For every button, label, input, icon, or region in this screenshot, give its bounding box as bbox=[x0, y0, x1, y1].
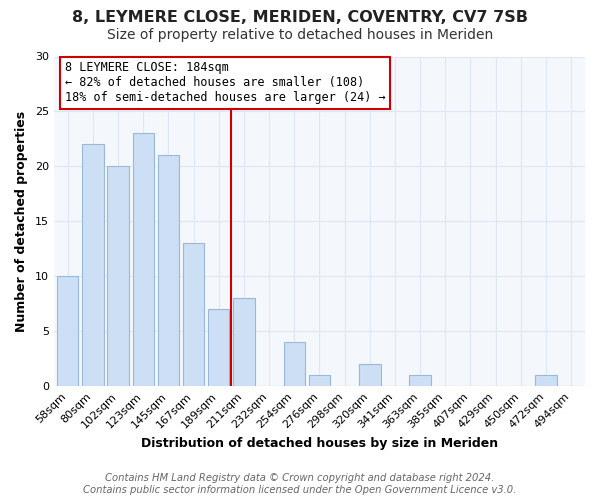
Bar bbox=[535, 375, 557, 386]
Bar bbox=[158, 156, 179, 386]
Bar bbox=[208, 310, 229, 386]
Bar bbox=[183, 244, 205, 386]
X-axis label: Distribution of detached houses by size in Meriden: Distribution of detached houses by size … bbox=[141, 437, 498, 450]
Bar bbox=[233, 298, 254, 386]
Bar bbox=[284, 342, 305, 386]
Bar bbox=[107, 166, 129, 386]
Text: 8, LEYMERE CLOSE, MERIDEN, COVENTRY, CV7 7SB: 8, LEYMERE CLOSE, MERIDEN, COVENTRY, CV7… bbox=[72, 10, 528, 25]
Bar bbox=[359, 364, 380, 386]
Bar bbox=[133, 134, 154, 386]
Y-axis label: Number of detached properties: Number of detached properties bbox=[15, 111, 28, 332]
Text: Size of property relative to detached houses in Meriden: Size of property relative to detached ho… bbox=[107, 28, 493, 42]
Bar bbox=[309, 375, 330, 386]
Bar bbox=[409, 375, 431, 386]
Text: Contains HM Land Registry data © Crown copyright and database right 2024.
Contai: Contains HM Land Registry data © Crown c… bbox=[83, 474, 517, 495]
Bar bbox=[82, 144, 104, 386]
Text: 8 LEYMERE CLOSE: 184sqm
← 82% of detached houses are smaller (108)
18% of semi-d: 8 LEYMERE CLOSE: 184sqm ← 82% of detache… bbox=[65, 62, 385, 104]
Bar bbox=[57, 276, 79, 386]
